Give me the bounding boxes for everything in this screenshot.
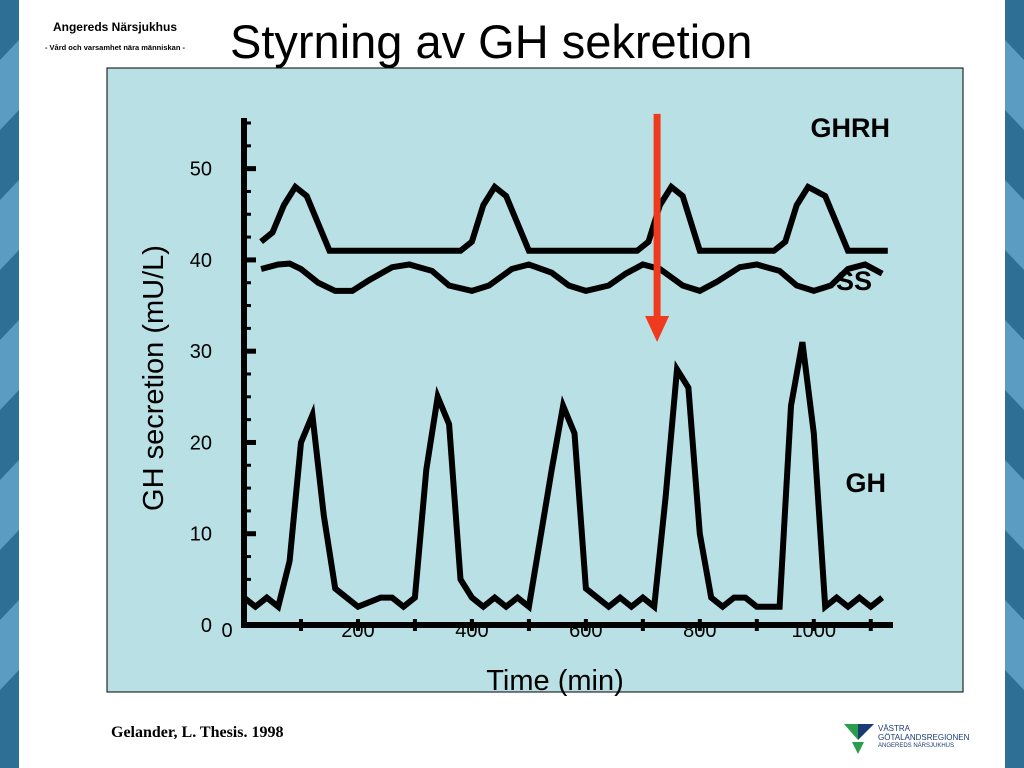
series-line-ss [260,260,884,295]
x-tick-label: 800 [683,620,716,642]
series-label-ss: SS [836,266,872,296]
labels-layer: 0 10 20 30 40 50 0 200 400 600 800 1000 Time (min) GH… [138,113,890,697]
region-logo: VÄSTRA GÖTALANDSREGIONEN ANGEREDS NÄRSJU… [842,720,1002,760]
citation: Gelander, L. Thesis. 1998 [111,724,284,741]
y-tick-label: 20 [190,432,212,454]
y-tick-label: 50 [190,159,212,181]
y-tick-label: 10 [190,524,212,546]
y-axis-label: GH secretion (mU/L) [138,245,170,511]
right-side-band [1005,0,1024,768]
logo-text: VÄSTRA GÖTALANDSREGIONEN ANGEREDS NÄRSJU… [878,724,969,751]
logo-line1: VÄSTRA [878,724,911,733]
series-line-gh [242,341,885,613]
slide-title: Styrning av GH sekretion [230,15,753,68]
hospital-name: Angereds Närsjukhus [52,20,178,34]
logo-mark-icon [844,724,874,754]
side-pattern [1005,40,1024,690]
series-label-ghrh: GHRH [811,113,891,143]
logo-line2: GÖTALANDSREGIONEN [878,733,970,742]
annotation-layer [645,113,670,343]
hospital-tagline: - Vård och varsamhet nära människan - [44,43,186,52]
series-line-ghrh [259,182,888,254]
x-axis-label: Time (min) [486,665,623,697]
left-side-band [0,0,19,768]
y-tick-label: 0 [201,615,212,637]
y-tick-label: 30 [190,341,212,363]
chart-axes [241,118,893,631]
x-tick-label: 600 [569,620,602,642]
side-pattern [0,40,19,690]
series-layer [242,182,888,613]
arrow-head [645,316,670,343]
series-label-gh: GH [846,468,887,498]
y-tick-label: 40 [190,250,212,272]
x-tick-label: 0 [221,620,232,642]
x-tick-label: 200 [341,620,374,642]
logo-line3: ANGEREDS NÄRSJUKHUS [878,743,955,749]
x-tick-label: 1000 [792,620,837,642]
x-tick-label: 400 [455,620,488,642]
